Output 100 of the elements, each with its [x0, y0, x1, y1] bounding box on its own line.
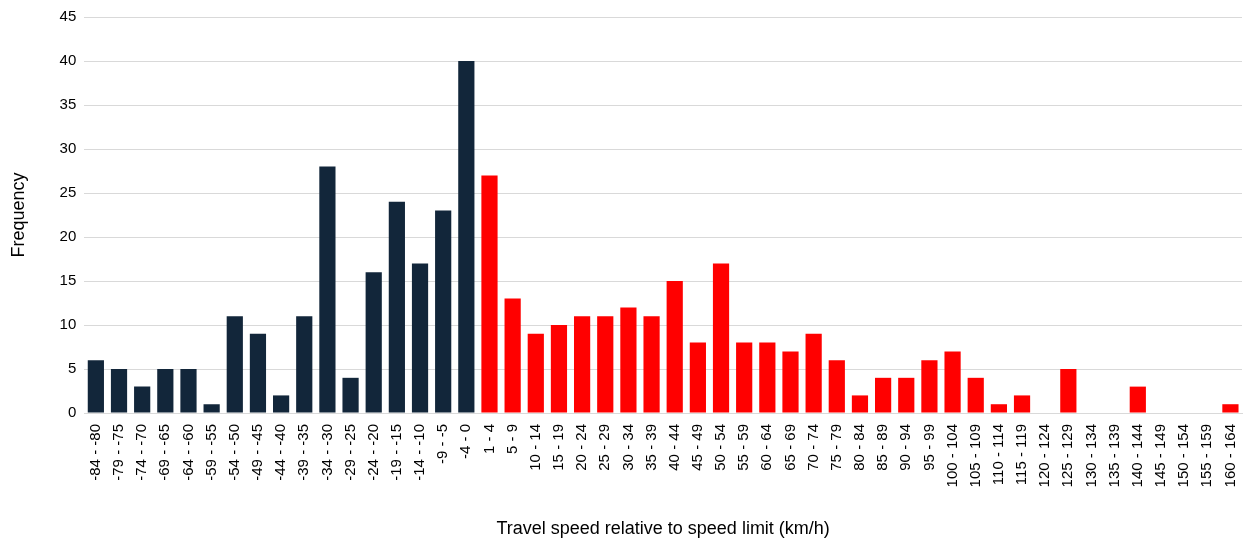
- bar: [597, 316, 614, 413]
- x-tick-label: -19 - -15: [387, 424, 405, 481]
- x-tick-label: 35 - 39: [641, 424, 659, 471]
- bar: [921, 360, 938, 413]
- x-tick-label: -39 - -35: [294, 424, 312, 481]
- bar: [319, 166, 336, 413]
- x-tick-label: 145 - 149: [1151, 424, 1169, 488]
- x-tick-label: -29 - -25: [340, 424, 358, 481]
- bar: [759, 342, 776, 413]
- x-tick-label: 10 - 14: [525, 424, 543, 471]
- bar: [643, 316, 660, 413]
- x-axis-title: Travel speed relative to speed limit (km/h): [496, 518, 830, 539]
- x-tick-label: 160 - 164: [1220, 424, 1238, 488]
- bar: [365, 272, 382, 413]
- x-tick-label: 85 - 89: [873, 424, 891, 471]
- x-tick-label: 20 - 24: [572, 424, 590, 471]
- bar: [828, 360, 845, 413]
- bar: [1129, 386, 1146, 413]
- bar: [458, 61, 475, 413]
- bar: [342, 377, 359, 413]
- bar: [504, 298, 521, 413]
- x-tick-label: 140 - 144: [1127, 424, 1145, 488]
- bar: [411, 263, 429, 413]
- x-tick-label: 65 - 69: [780, 424, 798, 471]
- x-tick-label: 55 - 59: [734, 424, 752, 471]
- bar: [851, 395, 869, 413]
- x-tick-label: 110 - 114: [989, 424, 1007, 486]
- bar: [203, 404, 220, 413]
- y-tick-label: 40: [59, 51, 77, 69]
- bar: [967, 377, 984, 413]
- y-tick-label: 35: [59, 95, 77, 113]
- y-tick-label: 15: [59, 271, 77, 289]
- x-tick-label: -74 - -70: [132, 424, 150, 481]
- bar: [296, 316, 313, 413]
- bar: [157, 369, 174, 413]
- x-tick-label: 80 - 84: [850, 424, 868, 471]
- x-tick-label: -69 - -65: [155, 424, 173, 481]
- x-tick-label: -14 - -10: [410, 424, 428, 481]
- x-tick-label: 120 - 124: [1035, 424, 1053, 488]
- x-tick-label: -9 - -5: [433, 424, 451, 465]
- x-tick-label: 155 - 159: [1197, 424, 1215, 488]
- x-tick-label: -64 - -60: [178, 424, 196, 481]
- bar: [1013, 395, 1031, 413]
- x-tick-label: 115 - 119: [1012, 424, 1030, 486]
- x-tick-label: 25 - 29: [595, 424, 613, 471]
- bar: [481, 175, 498, 413]
- bar: [249, 333, 267, 413]
- bar: [712, 263, 730, 413]
- x-tick-label: -34 - -30: [317, 424, 335, 481]
- x-tick-label: 15 - 19: [549, 424, 567, 471]
- x-tick-label: 125 - 129: [1058, 424, 1076, 488]
- y-axis-title: Frequency: [7, 172, 28, 258]
- bar: [574, 316, 591, 413]
- x-tick-label: 130 - 134: [1081, 424, 1099, 488]
- x-tick-label: 95 - 99: [919, 424, 937, 471]
- y-tick-label: 5: [67, 359, 77, 377]
- x-tick-label: -4 - 0: [456, 424, 474, 460]
- bar: [272, 395, 290, 413]
- x-tick-label: 100 - 104: [942, 424, 960, 488]
- bar: [1222, 404, 1239, 413]
- x-tick-label: 90 - 94: [896, 424, 914, 471]
- x-tick-label: 75 - 79: [826, 424, 844, 471]
- bar: [134, 386, 151, 413]
- x-tick-label: 45 - 49: [688, 424, 706, 471]
- bar: [226, 316, 243, 413]
- bar: [736, 342, 753, 413]
- x-tick-label: 135 - 139: [1104, 424, 1122, 488]
- bar: [898, 377, 915, 413]
- bar: [388, 201, 405, 413]
- y-tick-label: 10: [59, 315, 77, 333]
- x-tick-label: -49 - -45: [248, 424, 266, 481]
- bar: [110, 369, 128, 413]
- bar: [550, 325, 568, 413]
- x-tick-label: -84 - -80: [86, 424, 103, 481]
- bar: [782, 351, 799, 413]
- bar: [805, 333, 822, 413]
- bar: [180, 369, 197, 413]
- x-tick-label: 5 - 9: [502, 424, 520, 455]
- bar: [944, 351, 961, 413]
- bar: [620, 307, 637, 413]
- x-tick-label: -79 - -75: [109, 424, 127, 481]
- x-tick-label: 30 - 34: [618, 424, 636, 471]
- y-tick-label: 25: [59, 183, 77, 201]
- x-tick-label: -24 - -20: [363, 424, 381, 481]
- bar: [87, 360, 104, 413]
- bar: [527, 333, 544, 413]
- y-tick-label: 20: [59, 227, 77, 245]
- bar: [1060, 369, 1077, 413]
- x-tick-label: 60 - 64: [757, 424, 775, 471]
- x-tick-label: 150 - 154: [1174, 424, 1192, 488]
- x-tick-label: 70 - 74: [803, 424, 821, 471]
- x-tick-label: 1 - 4: [479, 424, 497, 455]
- x-tick-label: -44 - -40: [271, 424, 289, 481]
- y-tick-label: 45: [59, 7, 77, 25]
- bar: [689, 342, 706, 413]
- bar: [990, 404, 1007, 413]
- x-tick-label: 50 - 54: [711, 424, 729, 471]
- x-tick-label: -54 - -50: [224, 424, 242, 481]
- x-tick-label: 105 - 109: [965, 424, 983, 488]
- bar: [666, 281, 683, 413]
